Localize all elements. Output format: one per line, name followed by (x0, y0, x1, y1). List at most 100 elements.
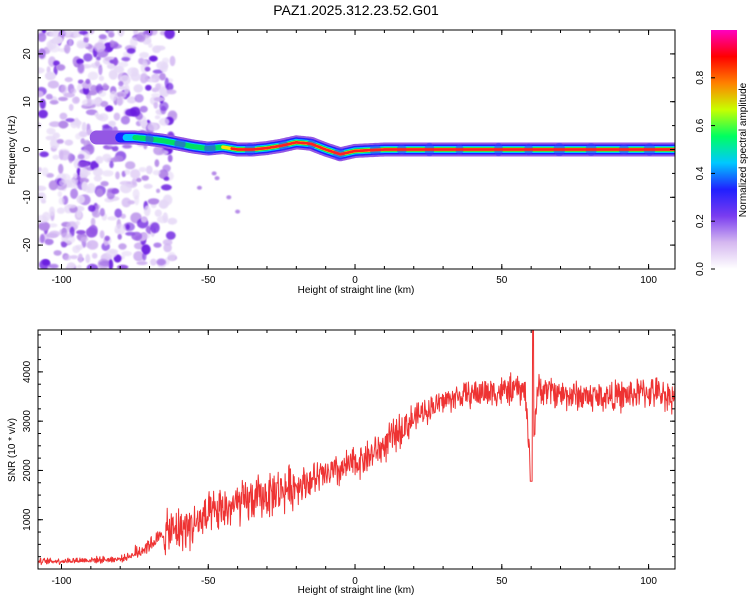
spectrogram-y-label: Frequency (Hz) (7, 116, 18, 185)
spectral-noise-blob (158, 117, 170, 126)
spectral-noise-blob (152, 69, 164, 74)
spectral-noise-blob (77, 62, 85, 74)
spectral-noise-blob (196, 185, 202, 190)
spectral-noise-blob (102, 124, 111, 129)
spectral-noise-blob (41, 167, 49, 177)
spectral-noise-blob (100, 100, 109, 108)
spectral-noise-blob (77, 253, 83, 263)
spectral-noise-blob (162, 239, 173, 246)
snr-series-line (38, 330, 675, 566)
spectral-noise-blob (109, 39, 115, 48)
spectral-noise-blob (48, 230, 61, 237)
spectral-noise-blob (121, 250, 132, 257)
spectral-noise-blob (130, 72, 141, 82)
spectral-noise-blob (68, 179, 77, 189)
spectral-noise-blob (46, 127, 56, 135)
snr-y-tick-label: 2000 (22, 459, 33, 482)
spectral-noise-blob (108, 69, 118, 80)
spectral-noise-blob (49, 100, 59, 105)
spectral-noise-blob (95, 60, 100, 67)
spectral-noise-blob (61, 173, 71, 184)
spectral-noise-blob (139, 52, 150, 59)
spectral-noise-blob (70, 188, 79, 199)
ridge-bulge (145, 133, 154, 145)
colorbar: 0.0 0.2 0.4 0.6 0.8 Normalized spectral ampl… (695, 30, 749, 276)
spectral-noise-blob (130, 169, 141, 179)
colorbar-tick-label: 0.4 (695, 166, 706, 180)
spectral-noise-blob (117, 233, 122, 240)
spectral-noise-blob (108, 120, 116, 127)
spectral-noise-blob (77, 161, 90, 168)
spectral-noise-blob (95, 188, 104, 198)
spectral-noise-blob (162, 57, 170, 64)
spectral-noise-blob (152, 170, 161, 176)
snr-x-ticks: -100 -50 0 50 100 (51, 330, 657, 587)
spectral-noise-blob (91, 252, 98, 259)
spectral-noise-blob (167, 154, 173, 163)
snr-x-tick-label: 0 (352, 576, 358, 587)
spectral-noise-blob (90, 99, 103, 105)
spectral-noise-blob (155, 45, 166, 51)
spectral-noise-blob (75, 244, 84, 250)
spectral-noise-blob (102, 153, 112, 162)
snr-panel: -100 -50 0 50 100 1000 2000 3000 4000 Height of… (7, 329, 676, 596)
spectral-noise-blob (211, 171, 217, 176)
spectral-noise-blob (154, 159, 160, 168)
spectral-noise-blob (48, 223, 58, 228)
spectral-noise-blob (118, 81, 124, 87)
spectral-noise-blob (125, 161, 136, 170)
ridge-bulge (174, 138, 186, 150)
spectral-noise-blob (129, 37, 138, 48)
spectral-noise-blob (46, 173, 54, 178)
spectral-noise-blob (145, 84, 152, 91)
spectral-noise-blob (169, 55, 176, 67)
spectrogram-x-ticks: -100 -50 0 50 100 (51, 30, 657, 286)
spectral-noise-blob (142, 251, 147, 261)
spectral-noise-blob (93, 42, 106, 53)
spectral-noise-blob (92, 167, 104, 177)
spectral-noise-blob (124, 169, 131, 175)
spectral-noise-blob (53, 30, 60, 34)
colorbar-tick-label: 0.0 (695, 262, 706, 276)
spectral-noise-blob (67, 204, 77, 209)
spectral-noise-blob (93, 175, 102, 182)
spectral-noise-blob (167, 217, 178, 225)
spectral-noise-blob (165, 231, 176, 240)
spectral-noise-blob (167, 251, 176, 262)
spectrogram-x-label: Height of straight line (km) (298, 285, 415, 296)
spectral-noise-blob (66, 262, 76, 269)
snr-x-tick-label: -50 (201, 576, 216, 587)
spectral-noise-blob (49, 121, 61, 128)
spectral-noise-blob (158, 169, 167, 179)
spectral-noise-blob (61, 232, 72, 238)
spectral-noise-blob (146, 78, 157, 83)
spectral-noise-blob (58, 197, 65, 205)
spectral-noise-blob (150, 258, 157, 266)
spectral-noise-blob (98, 64, 103, 76)
colorbar-ramp (711, 30, 737, 269)
spectral-noise-blob (39, 98, 46, 109)
spectral-noise-blob (68, 38, 73, 47)
spectral-noise-blob (214, 176, 220, 181)
spectral-noise-blob (78, 30, 88, 35)
spectral-noise-blob (104, 235, 110, 241)
spectral-noise-blob (76, 58, 84, 65)
spectral-noise-blob (159, 72, 166, 81)
spectral-noise-blob (70, 255, 78, 260)
spectral-noise-blob (52, 36, 64, 45)
spectral-noise-blob (126, 96, 137, 104)
spectral-noise-blob (88, 30, 95, 35)
spectral-noise-blob (136, 261, 148, 266)
spectral-noise-blob (77, 264, 82, 269)
spectral-noise-blob (99, 208, 105, 217)
spectral-noise-blob (63, 254, 72, 261)
spectral-noise-blob (88, 224, 98, 235)
spectral-noise-blob (108, 259, 114, 269)
spectral-noise-blob (118, 243, 127, 250)
spectral-noise-blob (63, 43, 71, 54)
spectral-noise-blob (158, 199, 169, 209)
spectral-noise-blob (57, 191, 63, 198)
spectral-noise-blob (96, 204, 101, 210)
spectral-noise-blob (38, 67, 45, 74)
